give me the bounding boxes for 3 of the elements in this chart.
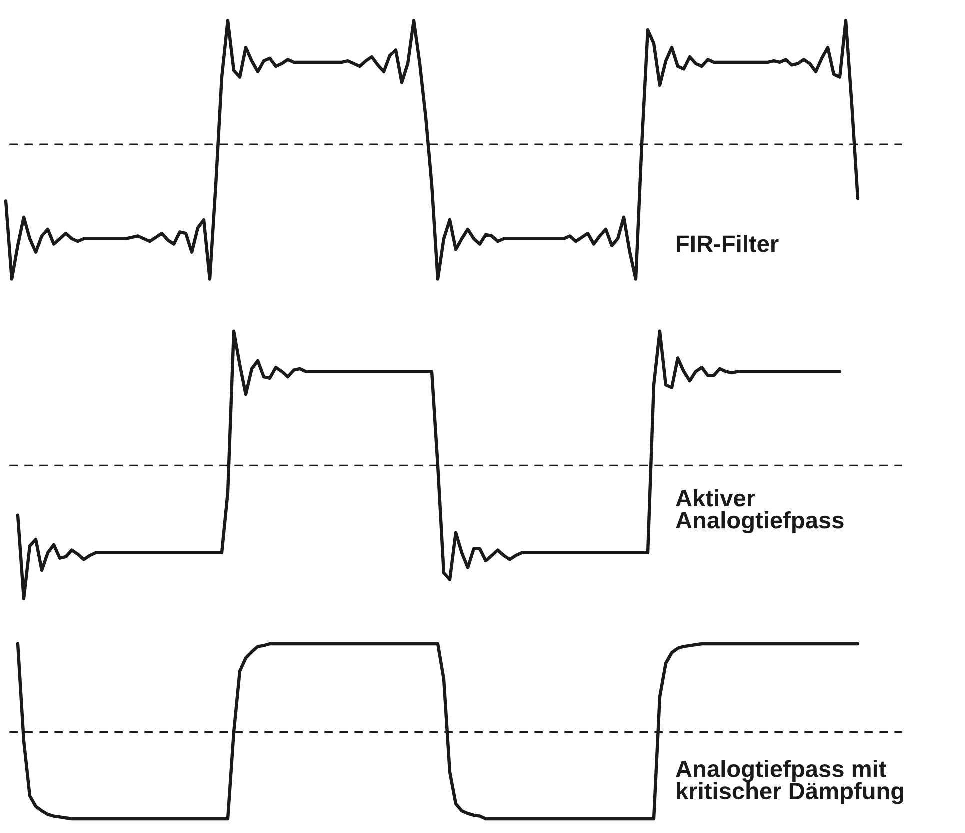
annotation: FIR-Filter (677, 234, 779, 252)
annotation: Analogtiefpass mit kritischer Dämpfung (676, 760, 904, 804)
annotation: Aktiver Analogtiefpass (676, 489, 844, 534)
